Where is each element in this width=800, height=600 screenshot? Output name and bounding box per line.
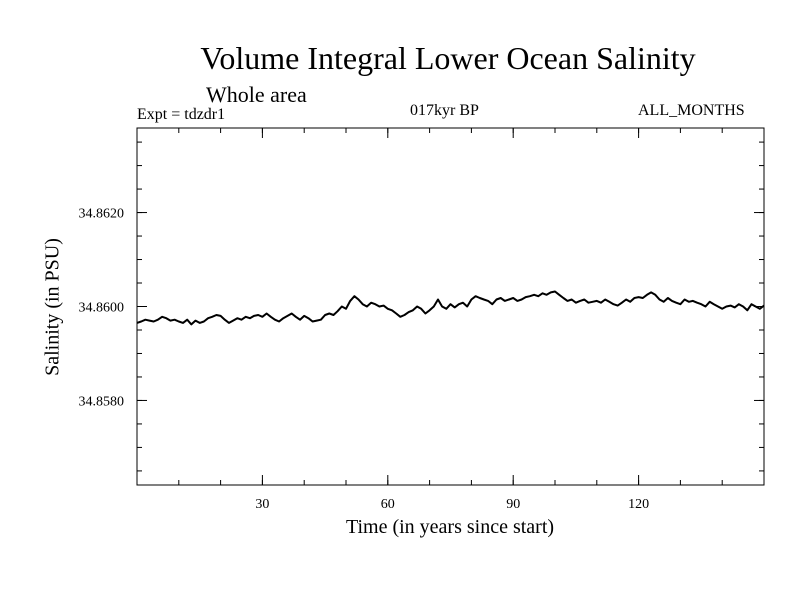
y-tick-label: 34.8580 — [79, 394, 125, 409]
chart-subtitle: Whole area — [206, 82, 307, 107]
period-label: 017kyr BP — [410, 102, 479, 119]
x-tick-label: 120 — [628, 497, 649, 512]
axis-ticks — [137, 128, 764, 485]
axis-tick-labels: 30 60 90 120 34.8580 34.8600 34.8620 — [79, 207, 650, 512]
salinity-series-line — [136, 290, 765, 326]
y-tick-label: 34.8620 — [79, 207, 125, 222]
x-axis-label: Time (in years since start) — [345, 516, 555, 538]
chart-title: Volume Integral Lower Ocean Salinity — [200, 40, 696, 76]
y-axis-label: Salinity (in PSU) — [41, 238, 64, 376]
x-tick-label: 60 — [381, 497, 395, 512]
experiment-label: Expt = tdzdr1 — [137, 106, 226, 123]
y-tick-label: 34.8600 — [79, 301, 125, 316]
months-label: ALL_MONTHS — [638, 102, 745, 119]
x-tick-label: 30 — [255, 497, 269, 512]
plot-frame — [136, 127, 765, 486]
x-tick-label: 90 — [506, 497, 520, 512]
